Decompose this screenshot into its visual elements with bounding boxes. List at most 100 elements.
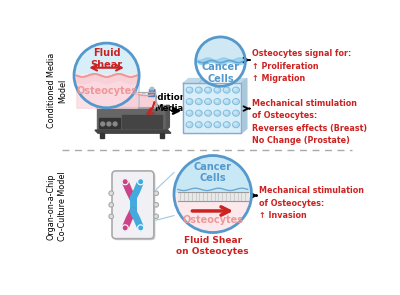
Ellipse shape <box>232 87 240 93</box>
Polygon shape <box>150 87 153 88</box>
Ellipse shape <box>196 122 200 125</box>
Polygon shape <box>174 155 252 194</box>
Ellipse shape <box>224 88 228 91</box>
Text: Conditioned
Media: Conditioned Media <box>140 94 199 113</box>
Ellipse shape <box>187 99 191 102</box>
Polygon shape <box>160 133 164 138</box>
Ellipse shape <box>186 87 193 93</box>
Ellipse shape <box>205 87 212 93</box>
Ellipse shape <box>205 111 209 114</box>
Ellipse shape <box>232 99 240 105</box>
Text: Fluid
Shear: Fluid Shear <box>90 48 123 70</box>
Polygon shape <box>108 105 157 107</box>
Polygon shape <box>74 43 139 76</box>
Circle shape <box>154 191 158 196</box>
Ellipse shape <box>205 88 209 91</box>
Circle shape <box>109 191 114 196</box>
Ellipse shape <box>223 110 230 116</box>
Ellipse shape <box>215 99 218 102</box>
Polygon shape <box>148 92 155 96</box>
Circle shape <box>107 122 111 126</box>
Ellipse shape <box>195 87 202 93</box>
Ellipse shape <box>223 99 230 105</box>
Ellipse shape <box>214 87 221 93</box>
Ellipse shape <box>224 111 228 114</box>
Ellipse shape <box>233 99 237 102</box>
Ellipse shape <box>205 122 212 128</box>
Polygon shape <box>100 133 104 138</box>
Ellipse shape <box>187 88 191 91</box>
Polygon shape <box>183 83 242 133</box>
Circle shape <box>174 155 252 232</box>
Polygon shape <box>178 192 248 201</box>
Polygon shape <box>95 130 171 133</box>
Polygon shape <box>174 194 252 232</box>
Ellipse shape <box>205 99 209 102</box>
Polygon shape <box>96 109 166 130</box>
Ellipse shape <box>196 88 200 91</box>
Text: Mechanical stimulation
of Osteocytes:
↑ Invasion: Mechanical stimulation of Osteocytes: ↑ … <box>259 186 364 220</box>
Ellipse shape <box>232 122 240 128</box>
Polygon shape <box>96 106 169 109</box>
Polygon shape <box>74 76 139 108</box>
Ellipse shape <box>196 111 200 114</box>
Ellipse shape <box>224 122 228 125</box>
Ellipse shape <box>186 122 193 128</box>
FancyBboxPatch shape <box>114 173 155 240</box>
Polygon shape <box>183 78 247 83</box>
Polygon shape <box>149 88 154 92</box>
Circle shape <box>138 178 144 185</box>
Ellipse shape <box>214 110 221 116</box>
Text: Cancer
Cells: Cancer Cells <box>202 62 240 84</box>
Ellipse shape <box>195 122 202 128</box>
Ellipse shape <box>186 99 193 105</box>
Circle shape <box>154 202 158 207</box>
Polygon shape <box>74 76 139 108</box>
Circle shape <box>122 178 128 185</box>
Ellipse shape <box>214 99 221 105</box>
Ellipse shape <box>233 88 237 91</box>
Ellipse shape <box>187 111 191 114</box>
Ellipse shape <box>215 111 218 114</box>
Circle shape <box>138 225 144 231</box>
Ellipse shape <box>233 122 237 125</box>
Circle shape <box>196 37 245 86</box>
Circle shape <box>154 214 158 219</box>
Ellipse shape <box>223 122 230 128</box>
Polygon shape <box>196 37 245 62</box>
Ellipse shape <box>196 99 200 102</box>
Ellipse shape <box>214 122 221 128</box>
Ellipse shape <box>223 87 230 93</box>
Text: Osteocytes signal for:
↑ Proliferation
↑ Migration: Osteocytes signal for: ↑ Proliferation ↑… <box>252 49 351 83</box>
Polygon shape <box>242 78 247 133</box>
Text: Osteocytes: Osteocytes <box>76 86 137 96</box>
Polygon shape <box>155 89 157 107</box>
Text: Osteocytes: Osteocytes <box>182 215 243 225</box>
FancyBboxPatch shape <box>112 171 154 239</box>
Circle shape <box>109 214 114 219</box>
Polygon shape <box>99 118 120 128</box>
Polygon shape <box>74 43 139 76</box>
Circle shape <box>122 225 128 231</box>
Ellipse shape <box>233 111 237 114</box>
Ellipse shape <box>205 99 212 105</box>
Ellipse shape <box>205 122 209 125</box>
Text: Fluid Shear
on Osteocytes: Fluid Shear on Osteocytes <box>176 236 249 256</box>
Text: Organ-on-a-Chip
Co-Culture Model: Organ-on-a-Chip Co-Culture Model <box>46 171 67 241</box>
Text: Cancer
Cells: Cancer Cells <box>194 162 232 183</box>
Ellipse shape <box>232 110 240 116</box>
Ellipse shape <box>215 122 218 125</box>
Ellipse shape <box>195 99 202 105</box>
Text: Mechanical stimulation
of Osteocytes:
Reverses effects (Breast)
No Change (Prost: Mechanical stimulation of Osteocytes: Re… <box>252 99 367 145</box>
Ellipse shape <box>205 110 212 116</box>
Circle shape <box>109 202 114 207</box>
Polygon shape <box>110 95 153 106</box>
Ellipse shape <box>195 110 202 116</box>
Polygon shape <box>108 92 155 107</box>
Text: Conditioned Media
Model: Conditioned Media Model <box>46 53 67 128</box>
Circle shape <box>101 122 105 126</box>
Ellipse shape <box>215 88 218 91</box>
Ellipse shape <box>186 110 193 116</box>
Ellipse shape <box>187 122 191 125</box>
Ellipse shape <box>224 99 228 102</box>
